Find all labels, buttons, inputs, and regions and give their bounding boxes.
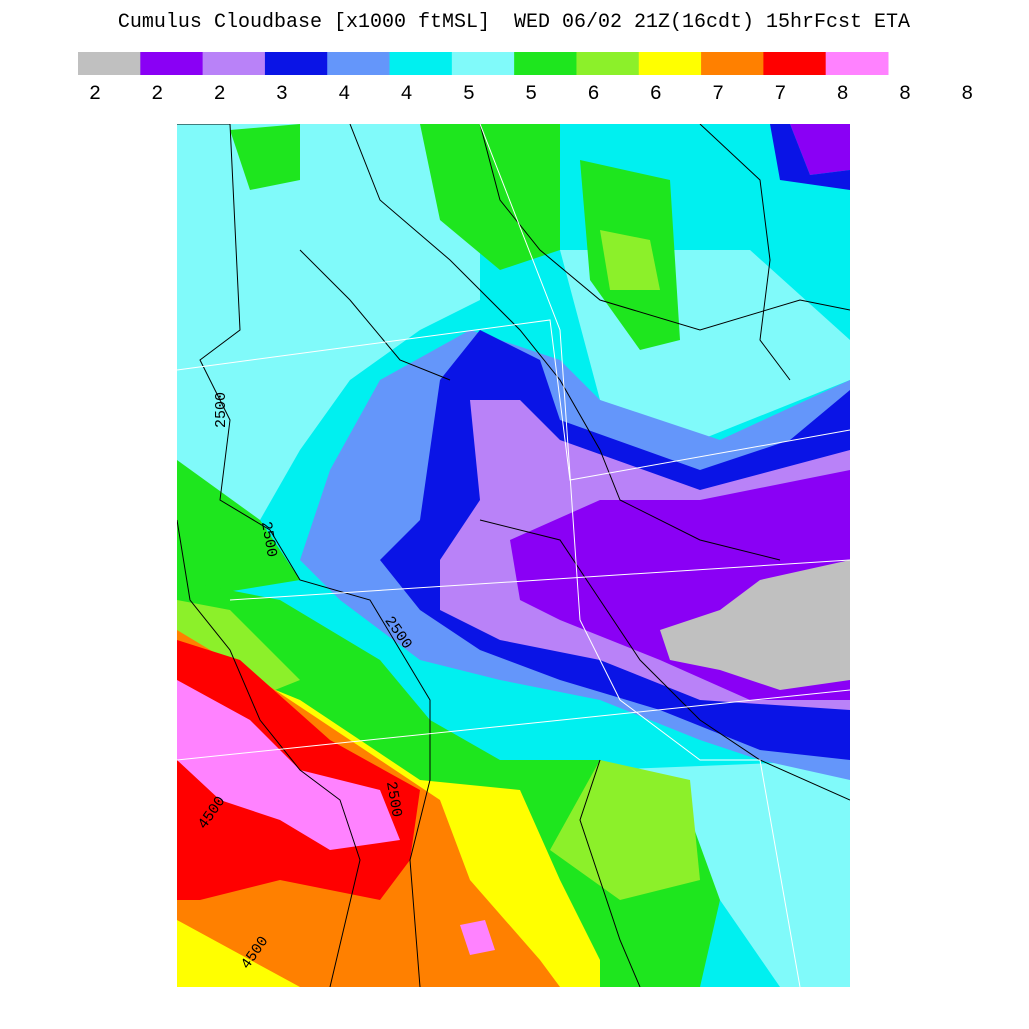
- legend-label: 4: [401, 83, 413, 106]
- map-line: [699, 124, 791, 381]
- legend-label: 7: [712, 83, 724, 106]
- map-line: [177, 519, 361, 987]
- map-line: [177, 689, 850, 761]
- map-line: [177, 124, 431, 987]
- legend-label: 2: [214, 83, 226, 106]
- legend-swatch: [140, 52, 204, 75]
- map-line: [479, 124, 801, 987]
- map-line: [229, 559, 850, 601]
- legend-swatch: [701, 52, 764, 75]
- color-region: [420, 124, 560, 270]
- color-region: [177, 124, 480, 560]
- map-line: [349, 124, 781, 561]
- legend-label: 2: [89, 83, 101, 106]
- color-region: [600, 230, 660, 290]
- legend-swatch: [451, 52, 515, 75]
- color-region: [230, 124, 300, 190]
- map-line: [579, 759, 641, 987]
- map-title: Cumulus Cloudbase [x1000 ftMSL] WED 06/0…: [118, 11, 910, 34]
- legend-swatch: [514, 52, 577, 75]
- contour-label: 2500: [257, 520, 280, 558]
- legend-label: 7: [774, 83, 786, 106]
- color-region: [177, 460, 300, 600]
- legend-swatch: [825, 52, 889, 75]
- legend-swatch: [202, 52, 266, 75]
- legend-label: 5: [463, 83, 475, 106]
- map-line: [177, 319, 850, 481]
- legend-label: 8: [837, 83, 849, 106]
- color-region: [660, 560, 850, 690]
- legend-swatch: [576, 52, 640, 75]
- contour-label: 2500: [382, 780, 405, 818]
- legend-label: 3: [276, 83, 288, 106]
- legend-label: 2: [151, 83, 163, 106]
- legend-label: 8: [961, 83, 973, 106]
- legend-label: 8: [899, 83, 911, 106]
- map-line: [479, 124, 850, 331]
- legend-label: 4: [338, 83, 350, 106]
- legend-swatch: [78, 52, 141, 75]
- legend-swatch: [264, 52, 328, 75]
- legend-label: 6: [587, 83, 599, 106]
- legend-swatch: [638, 52, 702, 75]
- color-region: [550, 760, 700, 900]
- legend-label: 5: [525, 83, 537, 106]
- color-region: [770, 124, 850, 190]
- legend-label: 6: [650, 83, 662, 106]
- color-region: [177, 680, 400, 850]
- map-line: [299, 249, 451, 381]
- color-region: [460, 920, 495, 955]
- legend-swatch: [327, 52, 391, 75]
- legend-swatch: [763, 52, 827, 75]
- legend-swatch: [389, 52, 453, 75]
- contour-label: 2500: [213, 392, 230, 428]
- legend: 2 2 2 3 4 4 5 5 6 6 7 7 8 8 8: [78, 52, 973, 106]
